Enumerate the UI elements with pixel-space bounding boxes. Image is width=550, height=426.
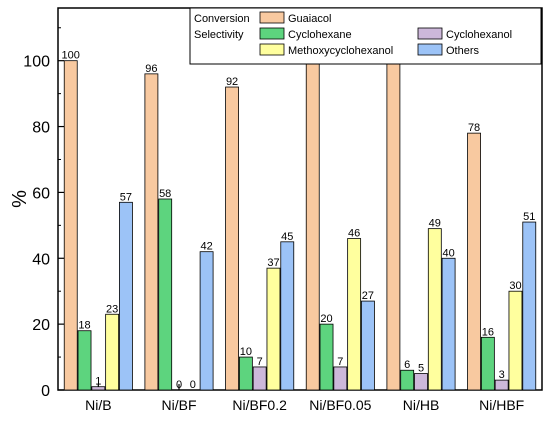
bar-others: [199, 251, 214, 391]
bar-guaiacol: [467, 132, 481, 391]
data-label: 27: [362, 290, 374, 302]
data-label: 40: [442, 247, 454, 259]
y-tick-label: 100: [23, 54, 50, 71]
bar-methoxycyclohexanol: [105, 313, 120, 391]
data-label: 7: [337, 356, 343, 368]
bar-methoxycyclohexanol: [508, 290, 523, 391]
data-label: 20: [320, 313, 332, 325]
x-tick-label: Ni/HBF: [479, 397, 524, 413]
bar-cyclohexanol: [91, 386, 106, 391]
data-label: 100: [62, 50, 80, 62]
data-label: 23: [106, 303, 118, 315]
bar-others: [119, 201, 133, 391]
bar-others: [361, 300, 375, 391]
legend-box: [189, 7, 542, 65]
data-label: 37: [267, 257, 279, 269]
x-tick-label: Ni/B: [85, 397, 111, 413]
y-tick-label: 80: [32, 120, 50, 137]
bar-cyclohexanol: [414, 373, 428, 391]
data-label: 92: [226, 76, 238, 88]
bar-cyclohexanol: [494, 379, 509, 391]
bar-methoxycyclohexanol: [427, 228, 442, 391]
data-label: 0: [190, 379, 196, 391]
data-label: 3: [499, 369, 505, 381]
legend-group-label: Conversion: [194, 13, 250, 25]
data-label: 57: [120, 191, 132, 203]
data-label: 49: [429, 218, 441, 230]
data-label: 18: [78, 320, 90, 332]
data-label: 1: [95, 376, 101, 388]
data-label: 10: [240, 346, 252, 358]
legend-entry-label: Guaiacol: [288, 13, 331, 25]
data-label: 7: [257, 356, 263, 368]
bar-methoxycyclohexanol: [347, 238, 362, 391]
y-tick-label: 20: [32, 317, 50, 334]
bar-methoxycyclohexanol: [266, 267, 281, 391]
legend-entry-label: Cyclohexanol: [446, 29, 512, 41]
data-label: 51: [523, 211, 535, 223]
bar-cyclohexanol: [252, 366, 267, 391]
bar-others: [280, 241, 295, 391]
bar-cyclohexane: [480, 336, 495, 391]
data-label: 96: [145, 63, 157, 75]
bar-guaiacol: [63, 60, 78, 391]
legend-entry-label: Others: [446, 45, 480, 57]
data-label: 42: [200, 241, 212, 253]
bar-cyclohexanol: [333, 366, 348, 391]
y-axis-label: %: [9, 190, 31, 208]
bar-guaiacol: [305, 63, 320, 391]
legend-swatch: [259, 11, 285, 24]
bar-guaiacol: [386, 60, 401, 391]
bar-guaiacol: [144, 73, 159, 391]
y-tick-label: 40: [32, 251, 50, 268]
data-label: 0: [176, 379, 182, 391]
y-tick-label: 0: [41, 383, 50, 400]
bar-cyclohexane: [400, 369, 415, 391]
data-label: 6: [404, 359, 410, 371]
legend: Conversion Selectivity Guaiacol Cyclohexane…: [189, 7, 542, 65]
bar-cyclohexane: [158, 198, 173, 391]
data-label: 78: [468, 122, 480, 134]
x-tick-label: Ni/HB: [403, 397, 440, 413]
data-label: 46: [348, 228, 360, 240]
bar-others: [522, 221, 537, 391]
bar-cyclohexane: [238, 356, 253, 391]
legend-swatch: [259, 27, 285, 40]
data-label: 58: [159, 188, 171, 200]
bar-others: [441, 257, 456, 391]
bar-cyclohexane: [77, 330, 92, 391]
data-label: 16: [482, 326, 494, 338]
legend-swatch: [417, 43, 443, 56]
legend-entry-label: Cyclohexane: [288, 29, 352, 41]
legend-entry-label: Methoxycyclohexanol: [288, 45, 393, 57]
x-tick-label: Ni/BF0.2: [232, 397, 287, 413]
bar-guaiacol: [225, 86, 239, 391]
legend-swatch: [259, 43, 285, 56]
x-tick-label: Ni/BF: [162, 397, 197, 413]
legend-swatch: [417, 27, 443, 40]
bar-cyclohexane: [319, 323, 334, 391]
y-tick-label: 60: [32, 185, 50, 202]
data-label: 5: [418, 363, 424, 375]
data-label: 30: [509, 280, 521, 292]
legend-group-label: Selectivity: [194, 29, 244, 41]
data-label: 45: [281, 231, 293, 243]
x-tick-label: Ni/BF0.05: [309, 397, 371, 413]
